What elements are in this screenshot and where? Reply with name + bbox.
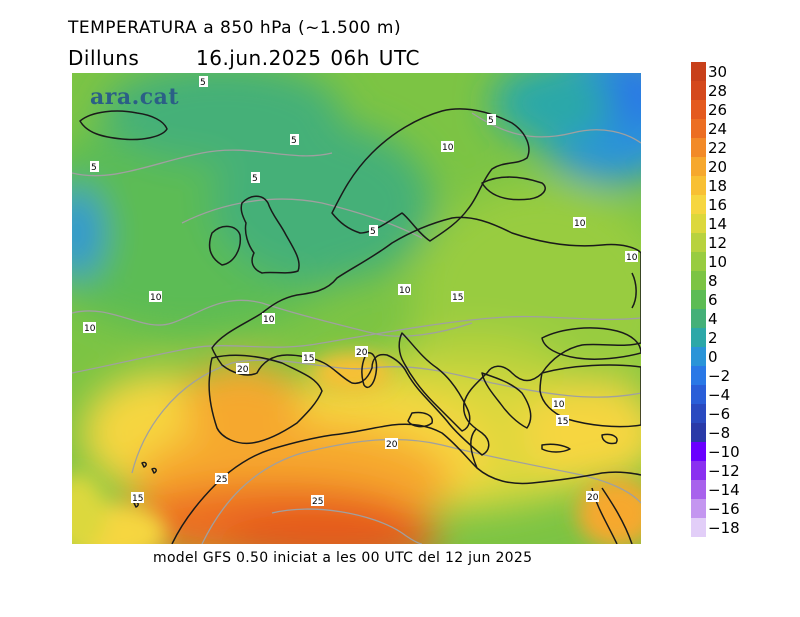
contour-label: 15 xyxy=(303,354,314,364)
colorbar-cell xyxy=(691,366,706,385)
colorbar-cell xyxy=(691,290,706,309)
contour-label: 15 xyxy=(557,417,568,427)
colorbar-cell xyxy=(691,328,706,347)
colorbar-cell xyxy=(691,461,706,480)
colorbar-label: 26 xyxy=(708,100,728,119)
contour-label: 10 xyxy=(399,286,411,296)
map-svg: 5 5 5 5 5 5 10 10 10 10 10 10 10 10 15 1… xyxy=(72,73,641,544)
colorbar-label: −4 xyxy=(708,385,731,404)
colorbar-cell xyxy=(691,138,706,157)
contour-label: 20 xyxy=(237,365,249,375)
contour-label: 5 xyxy=(488,116,494,126)
colorbar-label: 30 xyxy=(708,62,728,81)
colorbar-cell xyxy=(691,62,706,81)
colorbar-cell xyxy=(691,233,706,252)
colorbar-cell xyxy=(691,442,706,461)
forecast-day: Dilluns xyxy=(68,46,140,70)
colorbar-label: 28 xyxy=(708,81,728,100)
colorbar-cell xyxy=(691,100,706,119)
colorbar-cell xyxy=(691,252,706,271)
model-info: model GFS 0.50 iniciat a les 00 UTC del … xyxy=(153,550,533,566)
colorbar-label: 20 xyxy=(708,157,728,176)
contour-label: 5 xyxy=(200,78,206,88)
contour-label: 15 xyxy=(452,293,463,303)
colorbar-cell xyxy=(691,157,706,176)
colorbar-label: −10 xyxy=(708,442,740,461)
map-title: TEMPERATURA a 850 hPa (~1.500 m) xyxy=(68,18,402,38)
colorbar-label: −18 xyxy=(708,518,740,537)
contour-label: 25 xyxy=(312,497,323,507)
contour-label: 5 xyxy=(252,174,258,184)
coastlines xyxy=(79,108,641,544)
contour-label: 20 xyxy=(587,493,599,503)
contour-label: 20 xyxy=(386,440,398,450)
contour-label: 10 xyxy=(150,293,162,303)
contour-label: 25 xyxy=(216,475,227,485)
contour-label: 15 xyxy=(132,494,143,504)
colorbar-cell xyxy=(691,195,706,214)
colorbar-cell xyxy=(691,404,706,423)
contour-label: 5 xyxy=(291,136,297,146)
forecast-datetime: 16.jun.2025 06h UTC xyxy=(196,46,420,70)
colorbar-cell xyxy=(691,480,706,499)
colorbar-label: −2 xyxy=(708,366,731,385)
colorbar-label: −16 xyxy=(708,499,740,518)
contour-label: 10 xyxy=(553,400,565,410)
colorbar-cell xyxy=(691,176,706,195)
contour-label: 10 xyxy=(574,219,586,229)
colorbar-label: 4 xyxy=(708,309,718,328)
colorbar-label: 16 xyxy=(708,195,728,214)
colorbar-label: 10 xyxy=(708,252,728,271)
colorbar-label: 18 xyxy=(708,176,728,195)
colorbar-label: 24 xyxy=(708,119,728,138)
colorbar-cell xyxy=(691,385,706,404)
colorbar-label: −8 xyxy=(708,423,731,442)
colorbar-label: 2 xyxy=(708,328,718,347)
colorbar-cell xyxy=(691,214,706,233)
colorbar-cell xyxy=(691,423,706,442)
contour-label: 10 xyxy=(626,253,638,263)
colorbar-cell xyxy=(691,347,706,366)
contour-label: 10 xyxy=(442,143,454,153)
temperature-map: 5 5 5 5 5 5 10 10 10 10 10 10 10 10 15 1… xyxy=(72,73,641,544)
contour-labels: 5 5 5 5 5 5 10 10 10 10 10 10 10 10 15 1… xyxy=(83,76,638,507)
contour-label: 10 xyxy=(263,315,275,325)
colorbar-label: 8 xyxy=(708,271,718,290)
colorbar-cell xyxy=(691,518,706,537)
contour-label: 10 xyxy=(84,324,96,334)
colorbar-label: −6 xyxy=(708,404,731,423)
colorbar-label: 12 xyxy=(708,233,728,252)
colorbar-label: 0 xyxy=(708,347,718,366)
temperature-colorbar xyxy=(691,62,706,537)
colorbar-label: 22 xyxy=(708,138,728,157)
colorbar-cell xyxy=(691,81,706,100)
colorbar-label: −14 xyxy=(708,480,740,499)
colorbar-label: −12 xyxy=(708,461,740,480)
colorbar-cell xyxy=(691,119,706,138)
colorbar-label: 14 xyxy=(708,214,728,233)
temperature-shading xyxy=(72,73,641,544)
contour-label: 20 xyxy=(356,348,368,358)
contour-label: 5 xyxy=(370,227,376,237)
colorbar-cell xyxy=(691,309,706,328)
contour-label: 5 xyxy=(91,163,97,173)
colorbar-cell xyxy=(691,271,706,290)
colorbar-cell xyxy=(691,499,706,518)
map-subtitle: Dilluns 16.jun.2025 06h UTC xyxy=(68,46,420,70)
colorbar-label: 6 xyxy=(708,290,718,309)
ara-cat-logo: ara.cat xyxy=(90,84,180,110)
